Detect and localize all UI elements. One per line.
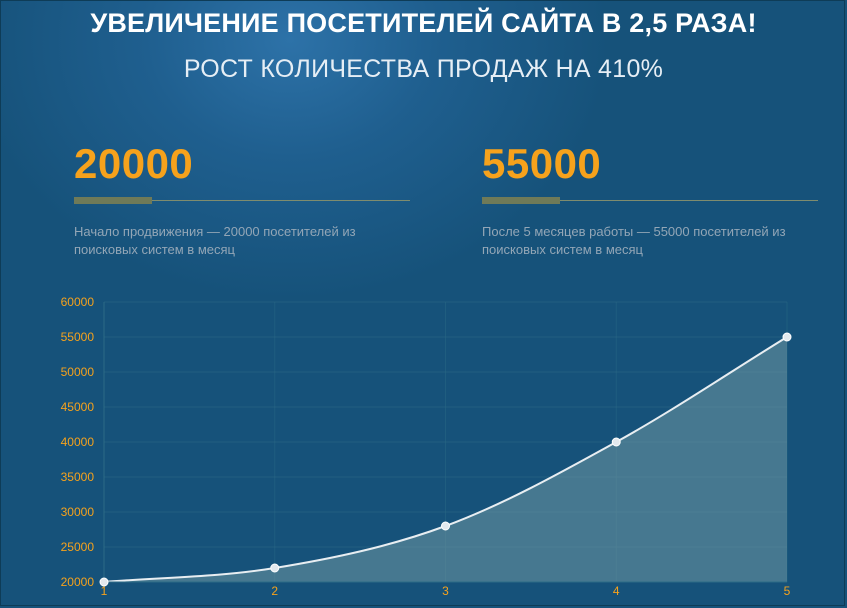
data-point-4: [611, 437, 621, 447]
y-tick-label-4: 40000: [61, 435, 95, 449]
x-tick-label-2: 3: [442, 584, 449, 598]
data-point-5: [782, 332, 792, 342]
y-tick-label-5: 45000: [61, 400, 95, 414]
page-title: УВЕЛИЧЕНИЕ ПОСЕТИТЕЛЕЙ САЙТА В 2,5 РАЗА!: [90, 8, 757, 38]
x-tick-label-3: 4: [613, 584, 620, 598]
x-tick-label-1: 2: [271, 584, 278, 598]
y-tick-label-0: 20000: [61, 575, 95, 589]
y-tick-label-6: 50000: [61, 365, 95, 379]
y-tick-label-3: 35000: [61, 470, 95, 484]
stat-end-value: 55000: [482, 140, 602, 187]
y-tick-label-2: 30000: [61, 505, 95, 519]
y-tick-label-8: 60000: [61, 295, 95, 309]
page-subtitle: РОСТ КОЛИЧЕСТВА ПРОДАЖ НА 410%: [183, 55, 664, 83]
data-point-2: [270, 563, 280, 573]
stat-start-divider-accent: [74, 197, 152, 204]
stat-end-divider: [482, 197, 818, 204]
x-tick-label-4: 5: [784, 584, 791, 598]
visitors-chart: 20000 25000 30000 35000 40000 45000 50000 55000…: [61, 295, 792, 598]
stat-end-caption: После 5 месяцев работы — 55000 посетител…: [482, 224, 786, 257]
stat-start-value: 20000: [74, 140, 194, 187]
data-point-3: [441, 521, 450, 531]
y-tick-label-7: 55000: [61, 330, 95, 344]
stat-end-divider-accent: [482, 197, 560, 204]
x-tick-label-0: 1: [101, 584, 108, 598]
stat-end: 55000 После 5 месяцев работы — 55000 пос…: [482, 140, 818, 259]
stat-start-divider: [74, 197, 410, 204]
y-tick-label-1: 25000: [61, 540, 95, 554]
series-area: [104, 337, 787, 582]
data-point-1: [99, 577, 109, 587]
stat-start-caption: Начало продвижения — 20000 посетителей и…: [74, 224, 356, 257]
stat-start: 20000 Начало продвижения — 20000 посетит…: [74, 140, 410, 259]
